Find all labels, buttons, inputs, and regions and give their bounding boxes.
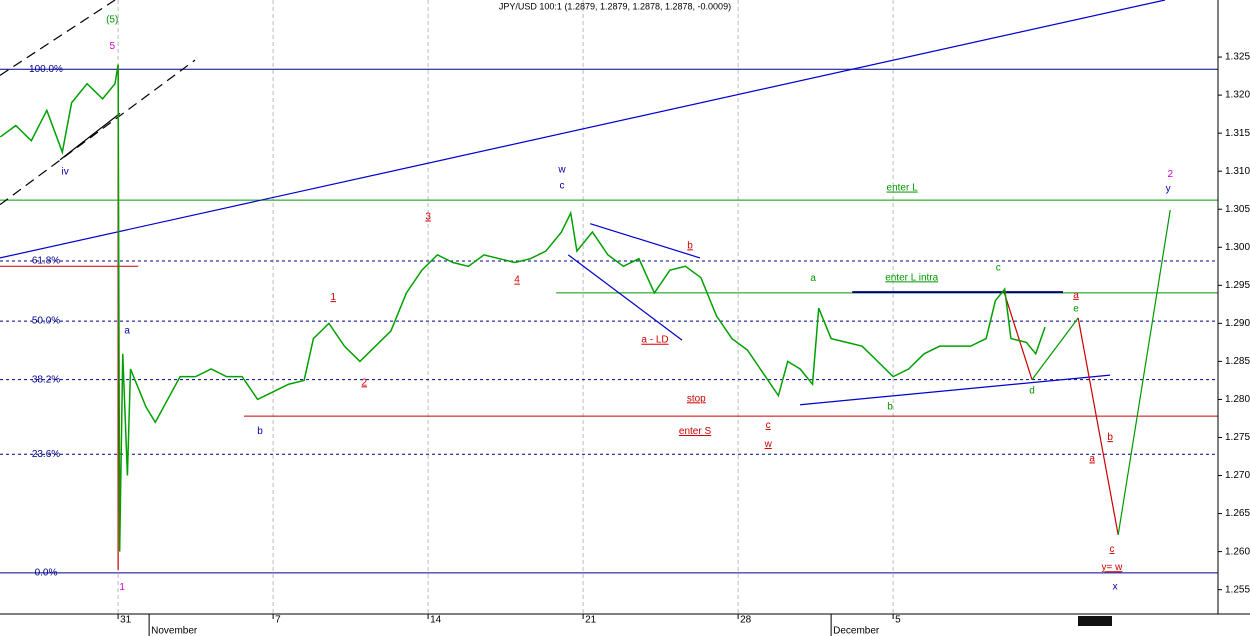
annotation: c [766, 420, 771, 431]
level-label: 100.0% [29, 64, 63, 75]
trend-line [0, 59, 196, 206]
x-tick-label: 28 [740, 615, 752, 626]
annotation: 3 [425, 211, 431, 222]
annotation: e [1073, 304, 1079, 315]
annotation: y= w [1102, 562, 1124, 573]
level-label: 50.0% [32, 316, 60, 327]
trend-line [590, 223, 701, 259]
annotation: enter L intra [885, 272, 938, 283]
level-label: 0.0% [35, 568, 58, 579]
trend-line [0, 0, 116, 76]
annotation: a [124, 326, 130, 337]
annotation: a [1073, 290, 1079, 301]
y-tick-label: 1.255 [1225, 584, 1250, 595]
annotation: x [1113, 581, 1118, 592]
trend-line [1031, 317, 1079, 381]
annotation: iv [61, 167, 68, 178]
annotation: y [1166, 183, 1171, 194]
x-tick-label: 7 [275, 615, 281, 626]
annotation: stop [687, 393, 706, 404]
annotation: d [1029, 386, 1035, 397]
trend-line [1077, 317, 1119, 535]
level-label: 23.6% [32, 449, 60, 460]
month-label: November [151, 626, 198, 636]
annotation: a [810, 273, 816, 284]
trend-line [1003, 291, 1033, 380]
annotation: b [1107, 432, 1113, 443]
annotation: w [764, 439, 773, 450]
plot-area [0, 0, 1218, 574]
trend-line [1117, 209, 1171, 535]
annotation: enter L [887, 183, 919, 194]
y-tick-label: 1.295 [1225, 280, 1250, 291]
y-tick-label: 1.265 [1225, 508, 1250, 519]
annotation: 2 [1167, 169, 1173, 180]
level-label: 38.2% [32, 374, 60, 385]
annotation: a - LD [641, 335, 668, 346]
annotation: 1 [330, 292, 336, 303]
x-tick-label: 21 [585, 615, 597, 626]
y-tick-label: 1.270 [1225, 470, 1250, 481]
y-tick-label: 1.290 [1225, 318, 1250, 329]
annotation: w [557, 164, 566, 175]
y-tick-label: 1.320 [1225, 90, 1250, 101]
annotation: 4 [514, 275, 520, 286]
trend-line [59, 112, 121, 161]
y-tick-label: 1.300 [1225, 242, 1250, 253]
annotation: b [887, 402, 893, 413]
x-tick-label: 31 [120, 615, 132, 626]
annotation: c [996, 262, 1001, 273]
level-label: 61.8% [32, 256, 60, 267]
annotation: a [1089, 453, 1095, 464]
annotation: 2 [361, 377, 367, 388]
x-tick-label: 5 [895, 615, 901, 626]
chart-title: JPY/USD 100:1 (1.2879, 1.2879, 1.2878, 1… [499, 1, 731, 11]
y-tick-label: 1.275 [1225, 432, 1250, 443]
y-tick-label: 1.315 [1225, 128, 1250, 139]
y-tick-label: 1.305 [1225, 204, 1250, 215]
y-tick-label: 1.285 [1225, 356, 1250, 367]
price-line [0, 64, 1046, 552]
annotation: b [687, 240, 693, 251]
annotation: 1 [119, 582, 125, 593]
annotation: (5) [106, 14, 118, 25]
annotation: b [257, 426, 263, 437]
annotation: 5 [109, 41, 115, 52]
annotation: c [560, 180, 565, 191]
y-tick-label: 1.280 [1225, 394, 1250, 405]
y-tick-label: 1.260 [1225, 546, 1250, 557]
y-tick-label: 1.310 [1225, 166, 1250, 177]
annotation: enter S [679, 426, 712, 437]
scroll-block [1078, 616, 1112, 626]
x-tick-label: 14 [430, 615, 442, 626]
month-label: December [833, 626, 880, 636]
trend-line [0, 0, 1166, 259]
trend-line [567, 254, 683, 341]
y-tick-label: 1.325 [1225, 52, 1250, 63]
trend-line [800, 374, 1111, 406]
annotation: c [1109, 544, 1114, 555]
